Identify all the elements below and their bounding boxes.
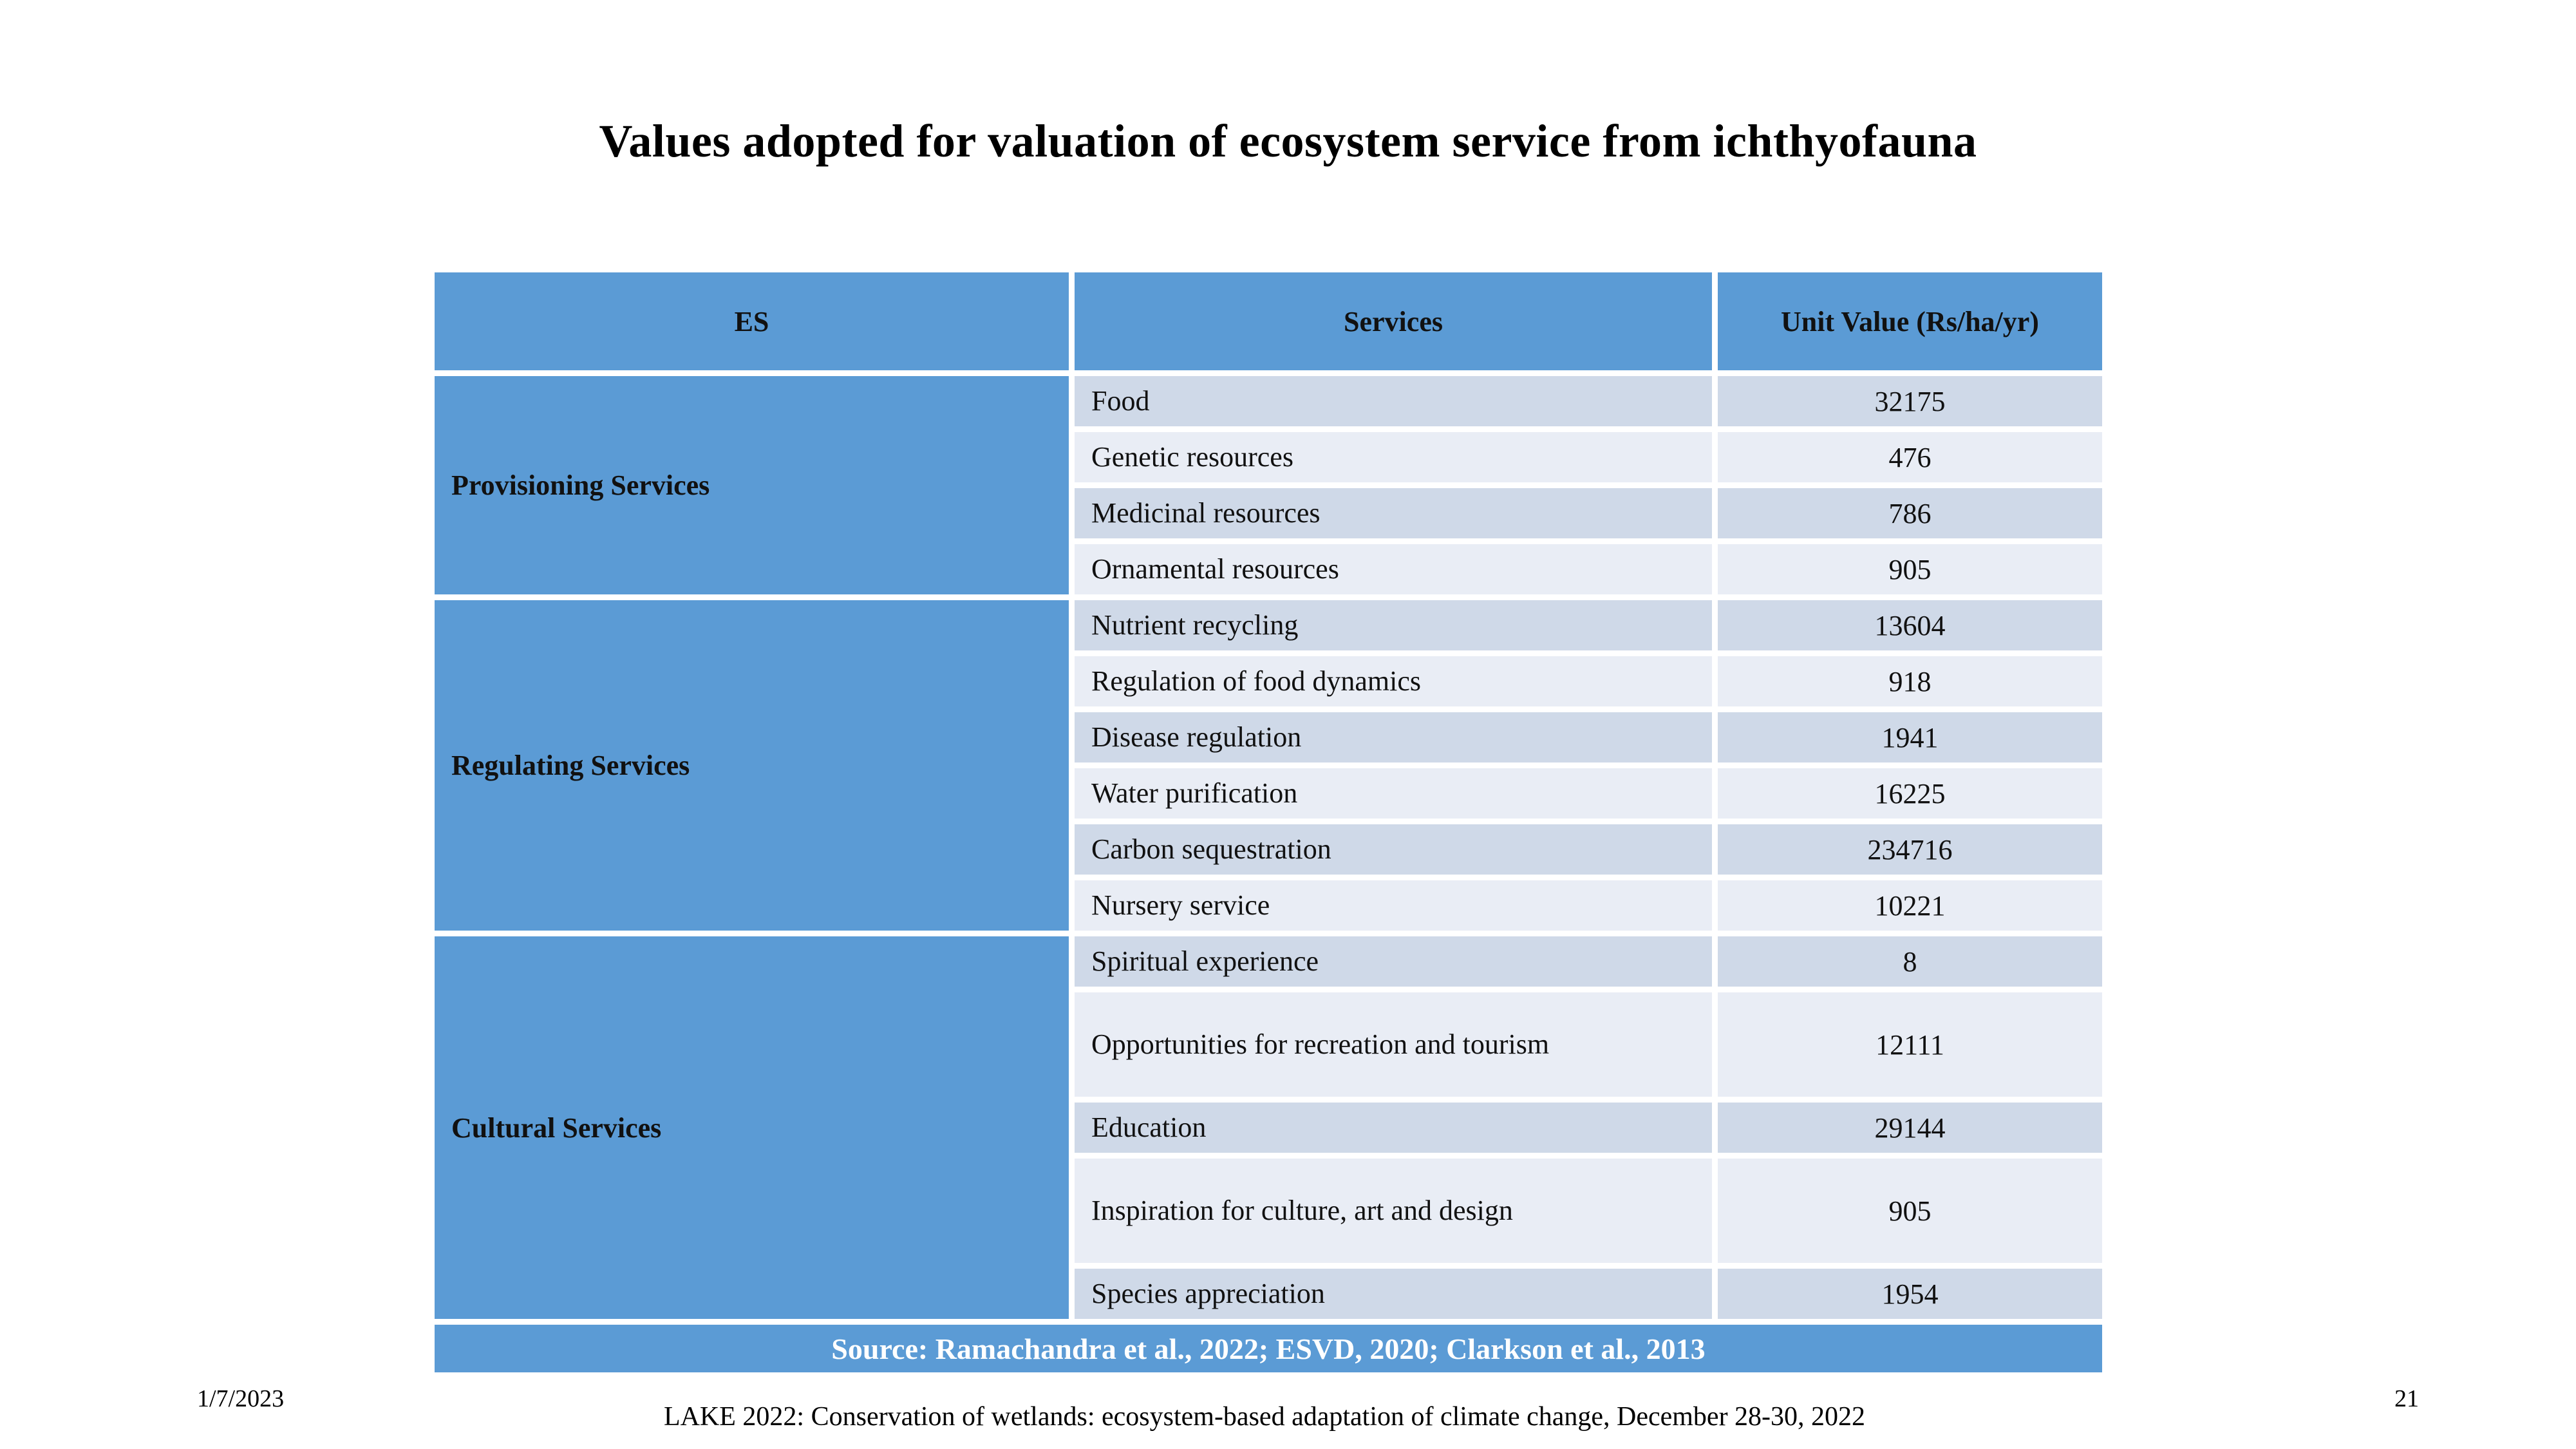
table-row: Genetic resources 476 [435, 432, 2102, 482]
value-cell: 918 [1718, 656, 2102, 706]
table-row: Nursery service 10221 [435, 880, 2102, 931]
service-cell: Nutrient recycling [1075, 600, 1712, 650]
service-cell: Food [1075, 376, 1712, 426]
value-cell: 32175 [1718, 376, 2102, 426]
footer-conference-note: LAKE 2022: Conservation of wetlands: eco… [663, 1402, 1866, 1432]
service-cell: Water purification [1075, 768, 1712, 819]
value-cell: 1941 [1718, 712, 2102, 762]
column-header-es: ES [435, 272, 1069, 370]
table-row: Inspiration for culture, art and design … [435, 1159, 2102, 1263]
value-cell: 905 [1718, 1159, 2102, 1263]
value-cell: 786 [1718, 488, 2102, 538]
page-title: Values adopted for valuation of ecosyste… [599, 115, 1977, 167]
column-header-unit-value: Unit Value (Rs/ha/yr) [1718, 272, 2102, 370]
group-cell-regulating: Regulating Services [435, 600, 1069, 931]
source-citation: Source: Ramachandra et al., 2022; ESVD, … [435, 1325, 2102, 1372]
service-cell: Regulation of food dynamics [1075, 656, 1712, 706]
table-row: Carbon sequestration 234716 [435, 824, 2102, 875]
service-cell: Opportunities for recreation and tourism [1075, 992, 1712, 1097]
service-cell: Ornamental resources [1075, 544, 1712, 594]
service-cell: Disease regulation [1075, 712, 1712, 762]
footer-date: 1/7/2023 [197, 1385, 285, 1412]
value-cell: 29144 [1718, 1103, 2102, 1153]
table-row: Cultural Services Spiritual experience 8 [435, 936, 2102, 1319]
table-row: Provisioning Services Food 32175 [435, 376, 2102, 594]
service-cell: Spiritual experience [1075, 936, 1712, 987]
value-cell: 16225 [1718, 768, 2102, 819]
service-cell: Inspiration for culture, art and design [1075, 1159, 1712, 1263]
group-cell-cultural: Cultural Services [435, 936, 1069, 1319]
service-cell: Medicinal resources [1075, 488, 1712, 538]
value-cell: 12111 [1718, 992, 2102, 1097]
service-cell: Nursery service [1075, 880, 1712, 931]
ecosystem-services-table: ES Services Unit Value (Rs/ha/yr) Provis… [429, 267, 2108, 1378]
table-row: Regulation of food dynamics 918 [435, 656, 2102, 706]
table-row: Disease regulation 1941 [435, 712, 2102, 762]
footer-page-number: 21 [2394, 1385, 2419, 1412]
table-row: Ornamental resources 905 [435, 544, 2102, 594]
column-header-services: Services [1075, 272, 1712, 370]
value-cell: 1954 [1718, 1269, 2102, 1319]
table-row: Education 29144 [435, 1103, 2102, 1153]
table-row: Species appreciation 1954 [435, 1269, 2102, 1319]
table-row: Medicinal resources 786 [435, 488, 2102, 538]
value-cell: 13604 [1718, 600, 2102, 650]
table-row: Regulating Services Nutrient recycling 1… [435, 600, 2102, 931]
table-header-row: ES Services Unit Value (Rs/ha/yr) [435, 272, 2102, 370]
service-cell: Genetic resources [1075, 432, 1712, 482]
value-cell: 10221 [1718, 880, 2102, 931]
value-cell: 905 [1718, 544, 2102, 594]
service-cell: Education [1075, 1103, 1712, 1153]
group-cell-provisioning: Provisioning Services [435, 376, 1069, 594]
service-cell: Species appreciation [1075, 1269, 1712, 1319]
table-row: Opportunities for recreation and tourism… [435, 992, 2102, 1097]
value-cell: 234716 [1718, 824, 2102, 875]
service-cell: Carbon sequestration [1075, 824, 1712, 875]
table-source-row: Source: Ramachandra et al., 2022; ESVD, … [435, 1325, 2102, 1372]
value-cell: 476 [1718, 432, 2102, 482]
table-row: Water purification 16225 [435, 768, 2102, 819]
value-cell: 8 [1718, 936, 2102, 987]
